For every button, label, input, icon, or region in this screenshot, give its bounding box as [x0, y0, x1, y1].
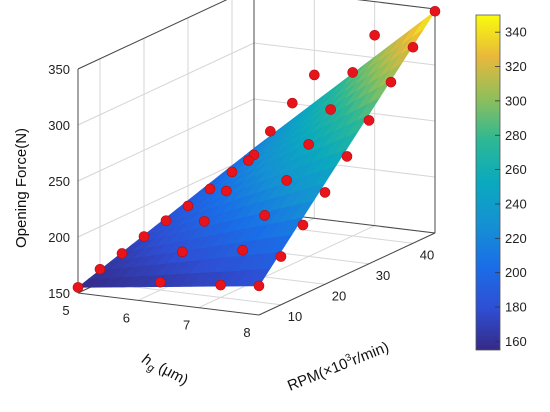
- data-point: [72, 282, 84, 293]
- colorbar-tick-label: 180: [505, 300, 527, 315]
- grid-line-z-side: [356, 0, 436, 10]
- z-tick-label: 350: [48, 62, 70, 77]
- x-axis-label: hg (μm): [138, 351, 191, 392]
- colorbar-tick-label: 280: [505, 128, 527, 143]
- box-edge-top-left: [77, 0, 228, 70]
- grid-line-x-floor: [198, 225, 375, 309]
- box-edge-floor-right: [258, 232, 436, 316]
- y-tick-label: 20: [332, 288, 346, 303]
- colorbar-ticks: 160 180 200 220 240 260 280 300 320 340: [495, 25, 527, 349]
- y-tick-label: 40: [420, 247, 434, 262]
- data-point: [243, 155, 254, 166]
- y-axis-label-sup: 3: [344, 352, 354, 364]
- x-axis-label-unit: (μm): [152, 357, 191, 389]
- colorbar-tick-label: 340: [505, 25, 527, 40]
- colorbar-tick-label: 320: [505, 59, 527, 74]
- grid-line-z-back: [77, 154, 255, 238]
- data-point: [265, 126, 276, 137]
- colorbar-tick-label: 300: [505, 93, 527, 108]
- colorbar-tick-label: 240: [505, 196, 527, 211]
- data-point: [309, 69, 320, 81]
- x-tick-label: 7: [183, 318, 190, 333]
- y-axis-label-post: r/min): [349, 339, 391, 369]
- colorbar-tick-label: 160: [505, 334, 527, 349]
- data-point: [259, 210, 270, 221]
- data-point: [116, 248, 128, 259]
- data-point: [325, 104, 336, 115]
- data-point: [369, 29, 380, 41]
- colorbar-tick-label: 220: [505, 231, 527, 246]
- axis-ticks: 150 200 250 300 350 5 6 7 8 10 20 30 40: [48, 62, 434, 340]
- data-points: [72, 5, 441, 293]
- x-axis-label-sub: g: [145, 362, 157, 376]
- data-point: [215, 279, 226, 291]
- data-point: [347, 67, 358, 78]
- y-axis-label-pre: RPM(×10: [285, 355, 351, 395]
- data-point: [182, 200, 194, 212]
- data-point: [341, 151, 353, 162]
- data-point: [429, 5, 441, 17]
- data-point: [303, 139, 314, 150]
- data-point: [281, 175, 292, 186]
- z-tick-label: 200: [48, 230, 70, 245]
- x-tick-label: 6: [123, 310, 130, 325]
- colorbar: [475, 14, 501, 351]
- data-point: [199, 216, 210, 227]
- colorbar-tick-label: 260: [505, 162, 527, 177]
- data-point: [275, 251, 287, 262]
- data-point: [226, 166, 238, 178]
- data-point: [407, 41, 419, 53]
- z-tick-label: 150: [48, 286, 70, 301]
- data-point: [237, 244, 248, 256]
- data-point: [253, 280, 265, 292]
- data-point: [363, 115, 375, 126]
- data-point: [94, 264, 106, 275]
- data-point: [221, 185, 232, 197]
- grid-line-z-back: [77, 42, 255, 126]
- surface-mesh: [77, 11, 436, 288]
- grid-line-z-side: [253, 42, 436, 66]
- box-edge-top-back: [356, 0, 436, 10]
- data-point: [319, 187, 331, 198]
- box-edge-floor-front: [77, 292, 260, 316]
- data-point: [204, 183, 216, 195]
- y-tick-label: 30: [376, 268, 390, 283]
- data-point: [385, 76, 397, 88]
- data-point: [155, 276, 166, 288]
- z-axis-label: Opening Force(N): [13, 128, 30, 248]
- data-point: [160, 215, 172, 226]
- data-point: [138, 231, 150, 242]
- grid-line-z-back: [77, 98, 255, 182]
- z-tick-label: 300: [48, 118, 70, 133]
- z-tick-label: 250: [48, 174, 70, 189]
- grid-line-z-back: [77, 0, 228, 70]
- data-point: [287, 97, 298, 109]
- colorbar-tick-label: 200: [505, 265, 527, 280]
- y-axis-label: RPM(×103r/min): [285, 338, 392, 395]
- x-tick-label: 5: [62, 303, 69, 318]
- x-tick-label: 8: [243, 325, 250, 340]
- data-point: [297, 219, 309, 231]
- data-point: [177, 246, 188, 258]
- y-tick-label: 10: [288, 309, 302, 324]
